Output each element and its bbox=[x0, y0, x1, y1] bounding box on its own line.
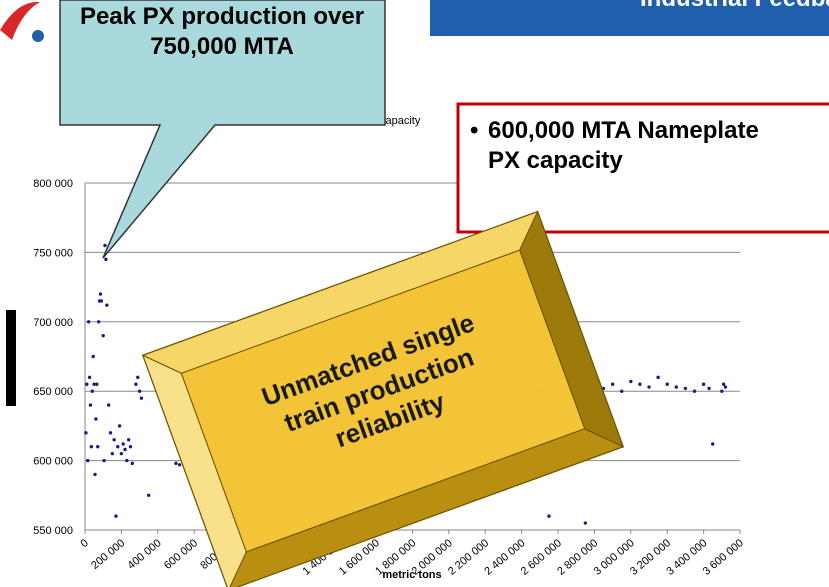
data-point bbox=[86, 320, 91, 324]
x-tick-label: 0 bbox=[79, 537, 91, 550]
data-point bbox=[87, 375, 92, 380]
slide-title: Industrial Feedbac bbox=[640, 0, 829, 12]
data-point bbox=[108, 431, 113, 435]
data-point bbox=[85, 382, 89, 386]
logo bbox=[32, 30, 44, 42]
data-point bbox=[720, 389, 724, 393]
data-point bbox=[610, 382, 615, 386]
data-point bbox=[99, 299, 104, 303]
data-point bbox=[117, 424, 122, 428]
data-point bbox=[114, 514, 118, 518]
data-point bbox=[112, 438, 116, 442]
x-tick-label: 600 000 bbox=[162, 537, 200, 572]
legend-text: capacity bbox=[380, 115, 421, 127]
data-point bbox=[92, 382, 96, 386]
data-point bbox=[88, 403, 93, 407]
data-point bbox=[101, 333, 105, 338]
logo bbox=[0, 1, 40, 40]
data-point bbox=[146, 493, 151, 497]
data-point bbox=[116, 445, 120, 449]
data-point bbox=[104, 257, 108, 262]
data-point bbox=[119, 451, 124, 456]
data-point bbox=[137, 389, 142, 393]
data-point bbox=[95, 382, 99, 386]
data-point bbox=[130, 461, 135, 466]
data-point bbox=[647, 385, 651, 389]
x-axis-label: metric tons bbox=[382, 569, 441, 581]
y-tick-label: 800 000 bbox=[33, 178, 73, 190]
data-point bbox=[665, 382, 669, 386]
nameplate-text: 600,000 MTA Nameplate PX capacity bbox=[470, 116, 788, 176]
y-tick-label: 550 000 bbox=[33, 525, 73, 537]
data-point bbox=[106, 403, 111, 407]
data-point bbox=[692, 389, 697, 393]
y-tick-label: 650 000 bbox=[33, 386, 73, 398]
data-point bbox=[105, 303, 109, 307]
data-point bbox=[91, 354, 95, 359]
data-point bbox=[707, 386, 711, 391]
data-point bbox=[89, 445, 94, 449]
y-tick-label: 750 000 bbox=[33, 247, 73, 259]
data-point bbox=[96, 320, 101, 324]
y-tick-label: 700 000 bbox=[33, 317, 73, 329]
data-point bbox=[126, 438, 131, 442]
data-point bbox=[620, 389, 624, 393]
data-point bbox=[177, 463, 182, 467]
data-point bbox=[701, 382, 706, 386]
data-point bbox=[110, 451, 114, 456]
data-point bbox=[93, 472, 97, 477]
data-point bbox=[98, 292, 103, 296]
data-point bbox=[84, 431, 88, 435]
x-tick-label: 200 000 bbox=[89, 537, 127, 572]
data-point bbox=[174, 461, 178, 466]
data-point bbox=[125, 458, 129, 463]
data-point bbox=[96, 445, 100, 449]
data-point bbox=[103, 243, 107, 248]
data-point bbox=[121, 442, 125, 446]
data-point bbox=[94, 417, 98, 421]
data-point bbox=[638, 382, 642, 386]
y-tick-label: 600 000 bbox=[33, 456, 73, 468]
callout-shape bbox=[59, 0, 386, 259]
data-point bbox=[102, 458, 106, 463]
data-point bbox=[128, 445, 133, 449]
data-point bbox=[123, 447, 127, 452]
data-point bbox=[139, 396, 144, 400]
data-point bbox=[629, 379, 633, 384]
bevel-inner bbox=[180, 249, 586, 553]
x-tick-label: 400 000 bbox=[126, 537, 164, 572]
data-point bbox=[656, 375, 660, 380]
data-point bbox=[134, 382, 138, 386]
data-point bbox=[723, 385, 728, 389]
data-point bbox=[86, 458, 90, 463]
data-point bbox=[583, 521, 588, 525]
data-point bbox=[683, 386, 688, 391]
callout-text: Peak PX production over 750,000 MTA bbox=[79, 3, 365, 60]
data-point bbox=[721, 382, 726, 386]
data-point bbox=[674, 385, 679, 389]
side-bar bbox=[6, 310, 16, 406]
header-bar bbox=[430, 0, 829, 36]
data-point bbox=[136, 375, 140, 380]
x-tick-label: 3 600 000 bbox=[701, 537, 746, 578]
data-point bbox=[547, 514, 551, 518]
data-point bbox=[711, 442, 715, 446]
data-point bbox=[90, 389, 94, 393]
reliability-box: Unmatched single train production reliab… bbox=[141, 210, 625, 587]
